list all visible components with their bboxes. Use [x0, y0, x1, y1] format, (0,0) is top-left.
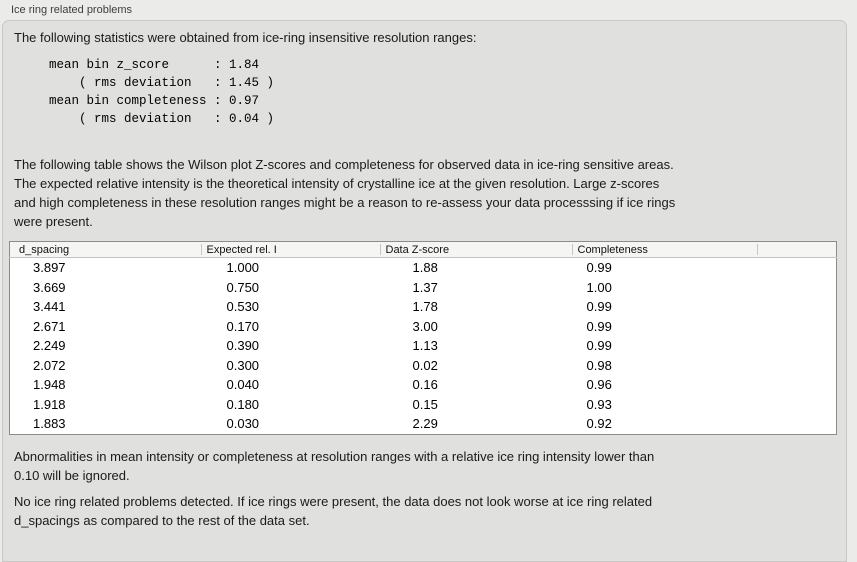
table-cell: [757, 395, 837, 415]
table-row[interactable]: 2.671 0.170 3.00 0.99: [10, 317, 837, 337]
table-cell: 0.96: [586, 377, 612, 392]
column-header-expected-rel-i[interactable]: Expected rel. I: [200, 241, 380, 258]
table-cell: [757, 414, 837, 434]
ice-ring-panel: The following statistics were obtained f…: [2, 20, 847, 562]
table-cell: 2.249: [33, 338, 66, 353]
table-row[interactable]: 2.249 0.390 1.13 0.99: [10, 336, 837, 356]
table-cell: 0.390: [226, 338, 260, 353]
table-cell: 0.99: [586, 299, 612, 314]
table-cell: 0.180: [226, 396, 260, 412]
table-cell: [757, 278, 837, 298]
table-cell: 1.000: [226, 260, 260, 275]
table-cell: 3.897: [33, 260, 66, 275]
table-header-row: d_spacing Expected rel. I Data Z-score C…: [9, 241, 837, 258]
table-cell: [757, 258, 837, 278]
table-cell: 1.00: [586, 279, 612, 295]
table-cell: 2.072: [33, 357, 66, 373]
table-row[interactable]: 2.072 0.300 0.02 0.98: [10, 356, 837, 376]
table-description: The following table shows the Wilson plo…: [14, 157, 676, 229]
table-cell: 1.883: [33, 416, 66, 431]
abnormalities-note: Abnormalities in mean intensity or compl…: [14, 449, 655, 483]
table-cell: 3.441: [33, 299, 66, 314]
table-cell: 0.170: [226, 318, 260, 334]
table-cell: [757, 356, 837, 376]
stats-block: mean bin z_score : 1.84 ( rms deviation …: [49, 58, 275, 126]
table-cell: 0.15: [412, 396, 438, 412]
table-row[interactable]: 3.669 0.750 1.37 1.00: [10, 278, 837, 298]
table-cell: 0.300: [226, 357, 260, 373]
table-cell: 1.78: [412, 299, 438, 314]
table-cell: 0.16: [412, 377, 438, 392]
table-cell: 1.13: [412, 338, 438, 353]
table-cell: 0.030: [226, 416, 260, 431]
table-cell: 1.88: [412, 260, 438, 275]
table-cell: 0.530: [226, 299, 260, 314]
table-cell: [757, 375, 837, 395]
table-cell: 2.671: [33, 318, 66, 334]
table-cell: 1.948: [33, 377, 66, 392]
ice-ring-table: d_spacing Expected rel. I Data Z-score C…: [9, 241, 837, 435]
conclusion-text: No ice ring related problems detected. I…: [14, 494, 653, 528]
table-row[interactable]: 1.948 0.040 0.16 0.96: [10, 375, 837, 395]
column-header-d-spacing[interactable]: d_spacing: [9, 241, 201, 258]
column-header-data-z-score[interactable]: Data Z-score: [379, 241, 572, 258]
table-cell: [757, 317, 837, 337]
table-cell: 0.99: [586, 260, 612, 275]
table-cell: 0.99: [586, 338, 612, 353]
table-cell: 1.918: [33, 396, 66, 412]
column-header-completeness[interactable]: Completeness: [571, 241, 757, 258]
table-row[interactable]: 3.897 1.000 1.88 0.99: [10, 258, 837, 278]
table-cell: 0.750: [226, 279, 260, 295]
table-cell: 0.99: [586, 318, 612, 334]
table-cell: 2.29: [412, 416, 438, 431]
table-row[interactable]: 3.441 0.530 1.78 0.99: [10, 297, 837, 317]
group-box-label: Ice ring related problems: [11, 4, 133, 16]
table-cell: 0.93: [586, 396, 612, 412]
table-cell: 0.98: [586, 357, 612, 373]
table-cell: [757, 336, 837, 356]
table-cell: 0.02: [412, 357, 438, 373]
table-cell: [757, 297, 837, 317]
intro-text: The following statistics were obtained f…: [14, 30, 477, 45]
table-cell: 0.040: [226, 377, 260, 392]
table-cell: 0.92: [586, 416, 612, 431]
table-cell: 1.37: [412, 279, 438, 295]
table-cell: 3.00: [412, 318, 438, 334]
table-row[interactable]: 1.883 0.030 2.29 0.92: [10, 414, 837, 434]
table-cell: 3.669: [33, 279, 66, 295]
column-header-filler: [756, 241, 837, 258]
table-row[interactable]: 1.918 0.180 0.15 0.93: [10, 395, 837, 415]
